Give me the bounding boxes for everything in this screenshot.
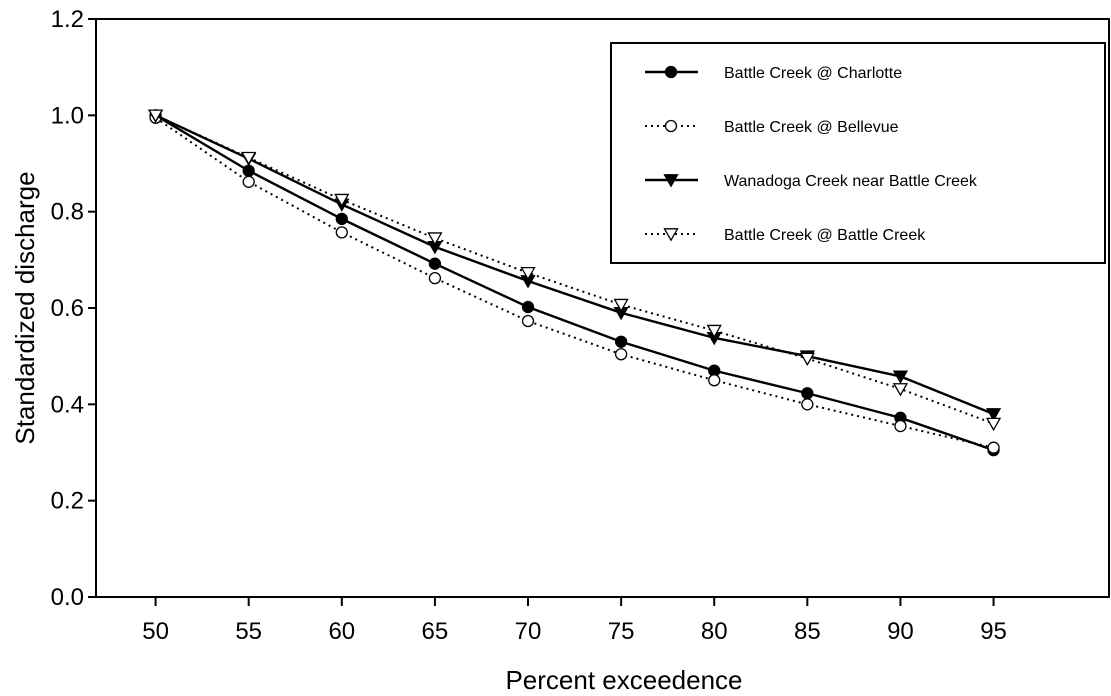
y-axis: 0.0 0.2 0.4 0.6 0.8 1.0 1.2 <box>51 6 96 611</box>
series-layer <box>147 109 1002 457</box>
x-tick-label: 95 <box>980 618 1007 645</box>
x-tick-label: 70 <box>515 618 542 645</box>
data-point <box>614 348 628 361</box>
legend-box <box>610 42 1106 264</box>
data-point <box>427 232 443 246</box>
data-point <box>614 335 628 348</box>
legend-marker <box>664 65 678 79</box>
data-point <box>334 193 350 208</box>
data-point <box>335 212 348 226</box>
data-point <box>241 151 257 166</box>
y-tick-label: 1.2 <box>51 6 84 33</box>
y-tick-label: 0.6 <box>51 295 84 322</box>
x-axis: 50 55 60 65 70 75 80 85 90 95 <box>142 597 1007 645</box>
y-tick-label: 0.0 <box>51 584 84 611</box>
y-axis-title: Standardized discharge <box>10 171 40 444</box>
data-point <box>428 257 442 270</box>
data-point <box>801 398 814 411</box>
data-point <box>985 408 1002 422</box>
series-line <box>154 114 994 452</box>
x-axis-title: Percent exceedence <box>505 665 742 695</box>
series-4 <box>147 109 1002 432</box>
legend-marker <box>663 174 679 188</box>
series-line <box>155 114 994 416</box>
x-tick-label: 65 <box>422 618 449 645</box>
data-point <box>520 266 536 281</box>
legend-label: Battle Creek @ Battle Creek <box>724 227 926 244</box>
series-line <box>155 114 994 425</box>
legend-label: Battle Creek @ Charlotte <box>724 65 902 82</box>
y-tick-label: 0.4 <box>51 391 84 418</box>
data-point <box>892 383 909 397</box>
data-point <box>706 324 722 339</box>
legend-marker <box>663 228 679 242</box>
x-tick-label: 75 <box>608 618 635 645</box>
x-tick-label: 50 <box>142 618 169 645</box>
data-point <box>242 175 255 188</box>
legend-label: Wanadoga Creek near Battle Creek <box>724 173 978 190</box>
data-point <box>242 164 255 177</box>
x-tick-label: 55 <box>235 618 262 645</box>
data-point <box>799 352 815 367</box>
data-point <box>708 374 721 387</box>
y-tick-label: 0.2 <box>51 488 84 515</box>
data-point <box>521 314 535 328</box>
data-point <box>335 226 348 239</box>
x-tick-label: 60 <box>328 618 355 645</box>
y-tick-label: 1.0 <box>51 102 84 129</box>
legend-entry: Battle Creek @ Charlotte <box>645 65 902 82</box>
data-point <box>428 271 442 285</box>
x-tick-label: 85 <box>794 618 821 645</box>
data-point <box>613 298 629 313</box>
data-point <box>985 417 1002 432</box>
data-point <box>894 419 907 433</box>
data-point <box>521 300 535 314</box>
data-point <box>892 370 909 384</box>
legend-entry: Battle Creek @ Battle Creek <box>645 227 926 244</box>
data-point <box>147 109 164 123</box>
legend-entry: Battle Creek @ Bellevue <box>645 119 899 136</box>
legend-marker <box>664 119 678 133</box>
series-line <box>155 116 994 449</box>
data-point <box>801 387 814 400</box>
data-point <box>987 441 1000 454</box>
legend-entry: Wanadoga Creek near Battle Creek <box>645 173 978 190</box>
x-tick-label: 80 <box>701 618 728 645</box>
y-tick-label: 0.8 <box>51 199 84 226</box>
legend: Battle Creek @ Charlotte Battle Creek @ B… <box>610 42 1106 264</box>
x-tick-label: 90 <box>887 618 914 645</box>
legend-label: Battle Creek @ Bellevue <box>724 119 899 136</box>
